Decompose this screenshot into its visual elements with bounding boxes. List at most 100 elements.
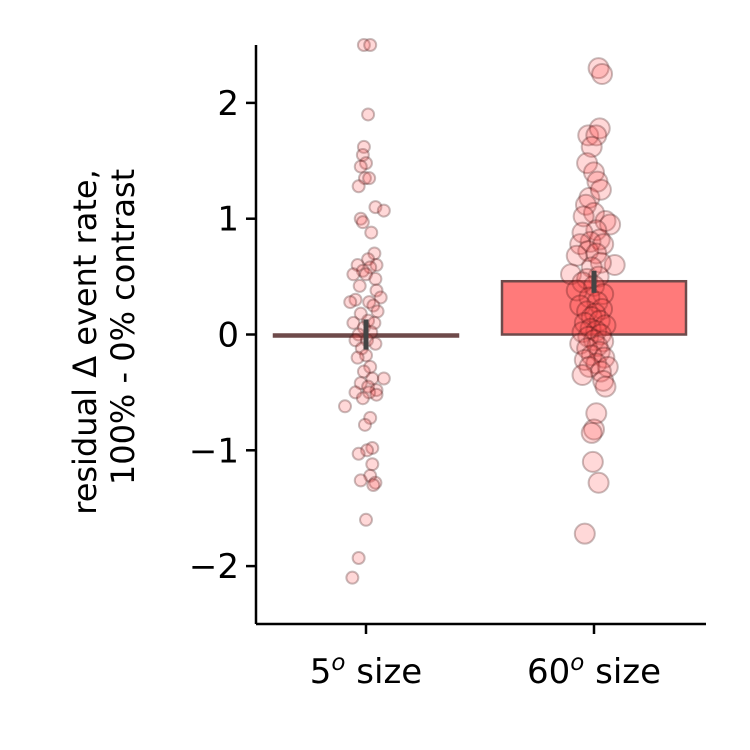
data-point (355, 148, 370, 163)
data-point (599, 213, 622, 236)
data-point (565, 279, 588, 302)
data-point (578, 186, 601, 209)
data-point (348, 333, 363, 348)
data-point (363, 359, 378, 374)
data-point (363, 410, 378, 425)
data-point (579, 230, 602, 253)
data-point (353, 211, 368, 226)
data-point (365, 371, 380, 386)
data-point (355, 215, 370, 230)
data-point (353, 159, 368, 174)
data-point (573, 522, 596, 545)
y-tick-label: −2 (189, 547, 239, 587)
data-point (585, 242, 608, 265)
data-point (588, 117, 611, 140)
x-tick-label: 60o size (527, 650, 661, 692)
y-tick-label: 0 (217, 316, 239, 356)
data-point (348, 385, 363, 400)
data-point (572, 205, 595, 228)
data-point (589, 178, 612, 201)
data-point (581, 450, 604, 473)
data-point (585, 352, 608, 375)
data-point (362, 171, 377, 186)
data-point (361, 107, 376, 122)
data-point (353, 306, 368, 321)
data-point (367, 246, 382, 261)
data-point (579, 317, 602, 340)
data-point (353, 473, 368, 488)
data-point (369, 387, 384, 402)
data-point (361, 252, 376, 267)
y-tick-label: 1 (217, 200, 239, 240)
data-point (365, 440, 380, 455)
data-point (580, 344, 603, 367)
data-point (350, 258, 365, 273)
data-point (353, 376, 368, 391)
data-point (351, 179, 366, 194)
data-point (348, 292, 363, 307)
data-point (571, 221, 594, 244)
data-point (586, 170, 609, 193)
data-point (583, 418, 605, 441)
data-point (356, 364, 371, 379)
data-point (359, 267, 373, 282)
data-point (583, 201, 605, 224)
data-point (585, 402, 608, 425)
data-point (585, 320, 608, 343)
data-point (583, 161, 605, 184)
data-point (369, 383, 384, 398)
axes: −2 −1 0 1 2 5o size 60o size (189, 45, 706, 692)
data-point (366, 478, 381, 493)
data-point (596, 355, 619, 378)
y-axis-label-line-2: 100% - 0% contrast (104, 169, 142, 485)
data-point (603, 254, 626, 277)
data-point (591, 62, 614, 85)
data-point (587, 57, 610, 80)
data-point (584, 302, 607, 325)
data-point (576, 300, 599, 323)
data-point (576, 337, 599, 360)
data-point (593, 346, 616, 369)
data-point (369, 283, 384, 298)
data-point (346, 267, 361, 282)
data-point (364, 225, 379, 240)
data-point (360, 443, 375, 458)
data-point (588, 309, 611, 332)
data-point (363, 468, 378, 483)
data-point (594, 314, 617, 337)
data-point (585, 124, 608, 147)
data-point (376, 371, 391, 386)
data-point (343, 295, 358, 310)
data-point (586, 335, 609, 358)
data-point (338, 399, 352, 414)
data-point (350, 350, 365, 365)
y-axis-label-line-1: residual Δ event rate, (66, 169, 104, 515)
data-point (587, 471, 610, 494)
data-point (577, 240, 600, 263)
data-point (591, 298, 614, 321)
data-point (577, 325, 600, 348)
data-point (373, 290, 388, 305)
data-point (594, 210, 617, 233)
data-point (363, 38, 378, 52)
data-point (576, 152, 599, 175)
data-point (573, 348, 596, 371)
y-axis-label: residual Δ event rate, 100% - 0% contras… (66, 169, 142, 515)
data-point (592, 369, 615, 392)
data-point (578, 355, 601, 378)
data-point (357, 417, 372, 432)
data-point (345, 570, 360, 585)
data-point (571, 364, 594, 387)
data-point (592, 233, 615, 256)
data-point (362, 295, 377, 310)
data-point (370, 304, 385, 319)
data-point (366, 298, 381, 313)
data-point (569, 294, 592, 317)
data-point (583, 329, 605, 352)
data-point (355, 391, 370, 406)
y-tick-label: 2 (217, 84, 239, 124)
data-point (359, 512, 373, 527)
data-point (352, 278, 367, 293)
data-point (588, 340, 611, 363)
data-point (369, 258, 384, 273)
